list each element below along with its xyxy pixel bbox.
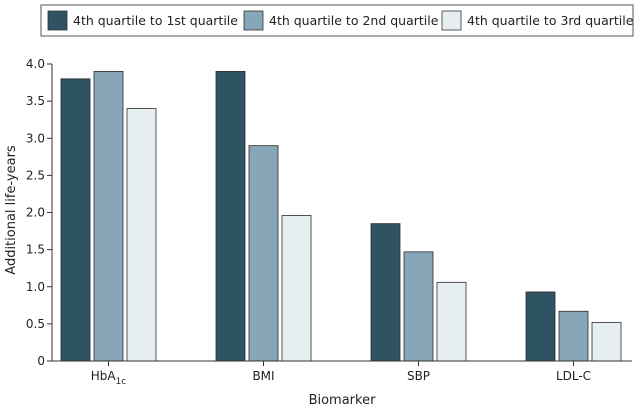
- y-tick-label: 1.5: [26, 243, 45, 257]
- x-axis: HbA1c BMI SBP LDL-C: [52, 360, 632, 387]
- bar: [591, 321, 622, 362]
- bar: [248, 145, 279, 362]
- legend-label: 4th quartile to 1st quartile: [73, 13, 238, 28]
- y-tick-label: 0: [37, 354, 45, 368]
- y-tick-label: 3.5: [26, 94, 45, 108]
- y-axis: 0 0.5 1.0 1.5 2.0 2.5 3.0 3.5 4.0: [26, 57, 53, 368]
- legend-swatch: [441, 10, 462, 31]
- x-tick-label: SBP: [407, 369, 430, 383]
- y-tick-label: 2.0: [26, 206, 45, 220]
- legend-box: [40, 4, 634, 37]
- bar: [525, 291, 556, 362]
- legend-label: 4th quartile to 2nd quartile: [269, 13, 439, 28]
- legend-swatch: [47, 10, 68, 31]
- y-tick-label: 2.5: [26, 168, 45, 182]
- bar: [281, 215, 312, 362]
- y-axis-title: Additional life-years: [4, 145, 19, 275]
- legend: 4th quartile to 1st quartile 4th quartile…: [40, 4, 634, 37]
- bar: [60, 78, 91, 362]
- legend-swatch: [243, 10, 264, 31]
- legend-label: 4th quartile to 3rd quartile: [467, 13, 634, 28]
- bar: [126, 108, 157, 362]
- x-tick-label: LDL-C: [556, 369, 591, 383]
- y-tick-label: 3.0: [26, 131, 45, 145]
- y-tick-label: 4.0: [26, 57, 45, 71]
- bar: [215, 71, 246, 362]
- y-tick-label: 1.0: [26, 280, 45, 294]
- y-tick-label: 0.5: [26, 317, 45, 331]
- bar: [93, 71, 124, 362]
- bars: [60, 71, 622, 362]
- bar: [403, 251, 434, 362]
- x-tick-label: BMI: [252, 369, 274, 383]
- bar: [436, 281, 467, 362]
- bar: [370, 223, 401, 362]
- x-tick-label: HbA1c: [91, 369, 127, 387]
- x-axis-title: Biomarker: [309, 393, 377, 408]
- bar: [558, 310, 589, 362]
